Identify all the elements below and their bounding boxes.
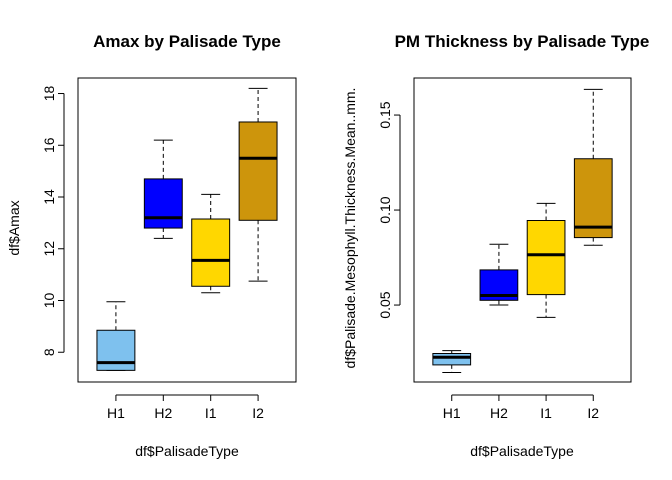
y-tick-label: 12	[41, 241, 57, 257]
axes: 8 10 12 14 16 18 H1 H2 I1 I2	[41, 86, 264, 421]
y-tick-label: 8	[41, 348, 57, 356]
box-I1	[191, 218, 231, 287]
x-tick-label: H1	[443, 405, 461, 421]
x-tick-label: I2	[587, 405, 599, 421]
x-tick-label: I2	[252, 405, 264, 421]
x-axis-label: df$PalisadeType	[135, 443, 239, 459]
x-tick-label: H2	[154, 405, 172, 421]
axes: 0.05 0.10 0.15 H1 H2 I1 I2	[377, 101, 599, 421]
panel-pm-thickness: PM Thickness by Palisade Type df$Palisad…	[342, 32, 649, 459]
y-axis-label: df$Palisade.Mesophyll.Thickness.Mean..mm…	[342, 88, 358, 369]
box-I1	[526, 220, 566, 296]
x-tick-label: H2	[490, 405, 508, 421]
y-tick-label: 16	[41, 137, 57, 153]
x-axis-label: df$PalisadeType	[470, 443, 574, 459]
box-H2	[143, 178, 183, 229]
y-tick-label: 18	[41, 86, 57, 102]
box-I2	[238, 121, 278, 221]
y-axis-label: df$Amax	[6, 200, 22, 255]
box-marks	[96, 87, 278, 371]
chart-title: Amax by Palisade Type	[93, 32, 281, 51]
panel-amax: Amax by Palisade Type df$PalisadeType df…	[6, 32, 297, 459]
y-tick-label: 0.10	[377, 196, 393, 223]
y-tick-label: 0.05	[377, 291, 393, 318]
box-H1	[432, 353, 472, 366]
y-tick-label: 14	[41, 189, 57, 205]
plot-frame	[77, 77, 297, 383]
box-marks	[432, 88, 613, 373]
box-H1	[96, 329, 136, 371]
chart-title: PM Thickness by Palisade Type	[395, 32, 650, 51]
box-I2	[573, 158, 613, 239]
x-tick-label: I1	[540, 405, 552, 421]
x-tick-label: I1	[205, 405, 217, 421]
x-tick-label: H1	[107, 405, 125, 421]
plot-frame	[413, 77, 632, 383]
y-tick-label: 0.15	[377, 101, 393, 128]
y-tick-label: 10	[41, 293, 57, 309]
